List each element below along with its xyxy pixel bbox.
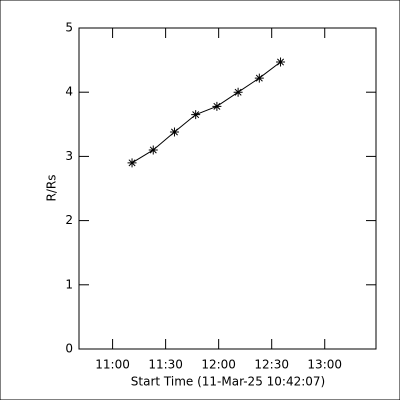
data-point: [127, 158, 137, 168]
x-tick-label: 12:00: [201, 358, 236, 372]
data-point: [276, 57, 286, 67]
y-tick-label: 1: [65, 277, 73, 291]
x-tick-label: 11:00: [95, 358, 130, 372]
data-point: [169, 127, 179, 137]
y-tick-label: 3: [65, 149, 73, 163]
y-tick-label: 0: [65, 342, 73, 356]
data-line: [131, 61, 281, 164]
x-axis-label: Start Time (11-Mar-25 10:42:07): [131, 375, 325, 389]
data-point: [233, 87, 243, 97]
data-point: [212, 101, 222, 111]
y-tick-label: 2: [65, 213, 73, 227]
data-point: [191, 110, 201, 120]
y-tick-label: 4: [65, 85, 73, 99]
x-tick-label: 12:30: [254, 358, 289, 372]
data-point: [254, 73, 264, 83]
y-axis-label: R/Rs: [45, 175, 59, 202]
x-tick-label: 13:00: [307, 358, 342, 372]
data-point: [148, 145, 158, 155]
plot-frame: [78, 27, 377, 350]
y-tick-label: 5: [65, 21, 73, 35]
x-tick-label: 11:30: [148, 358, 183, 372]
